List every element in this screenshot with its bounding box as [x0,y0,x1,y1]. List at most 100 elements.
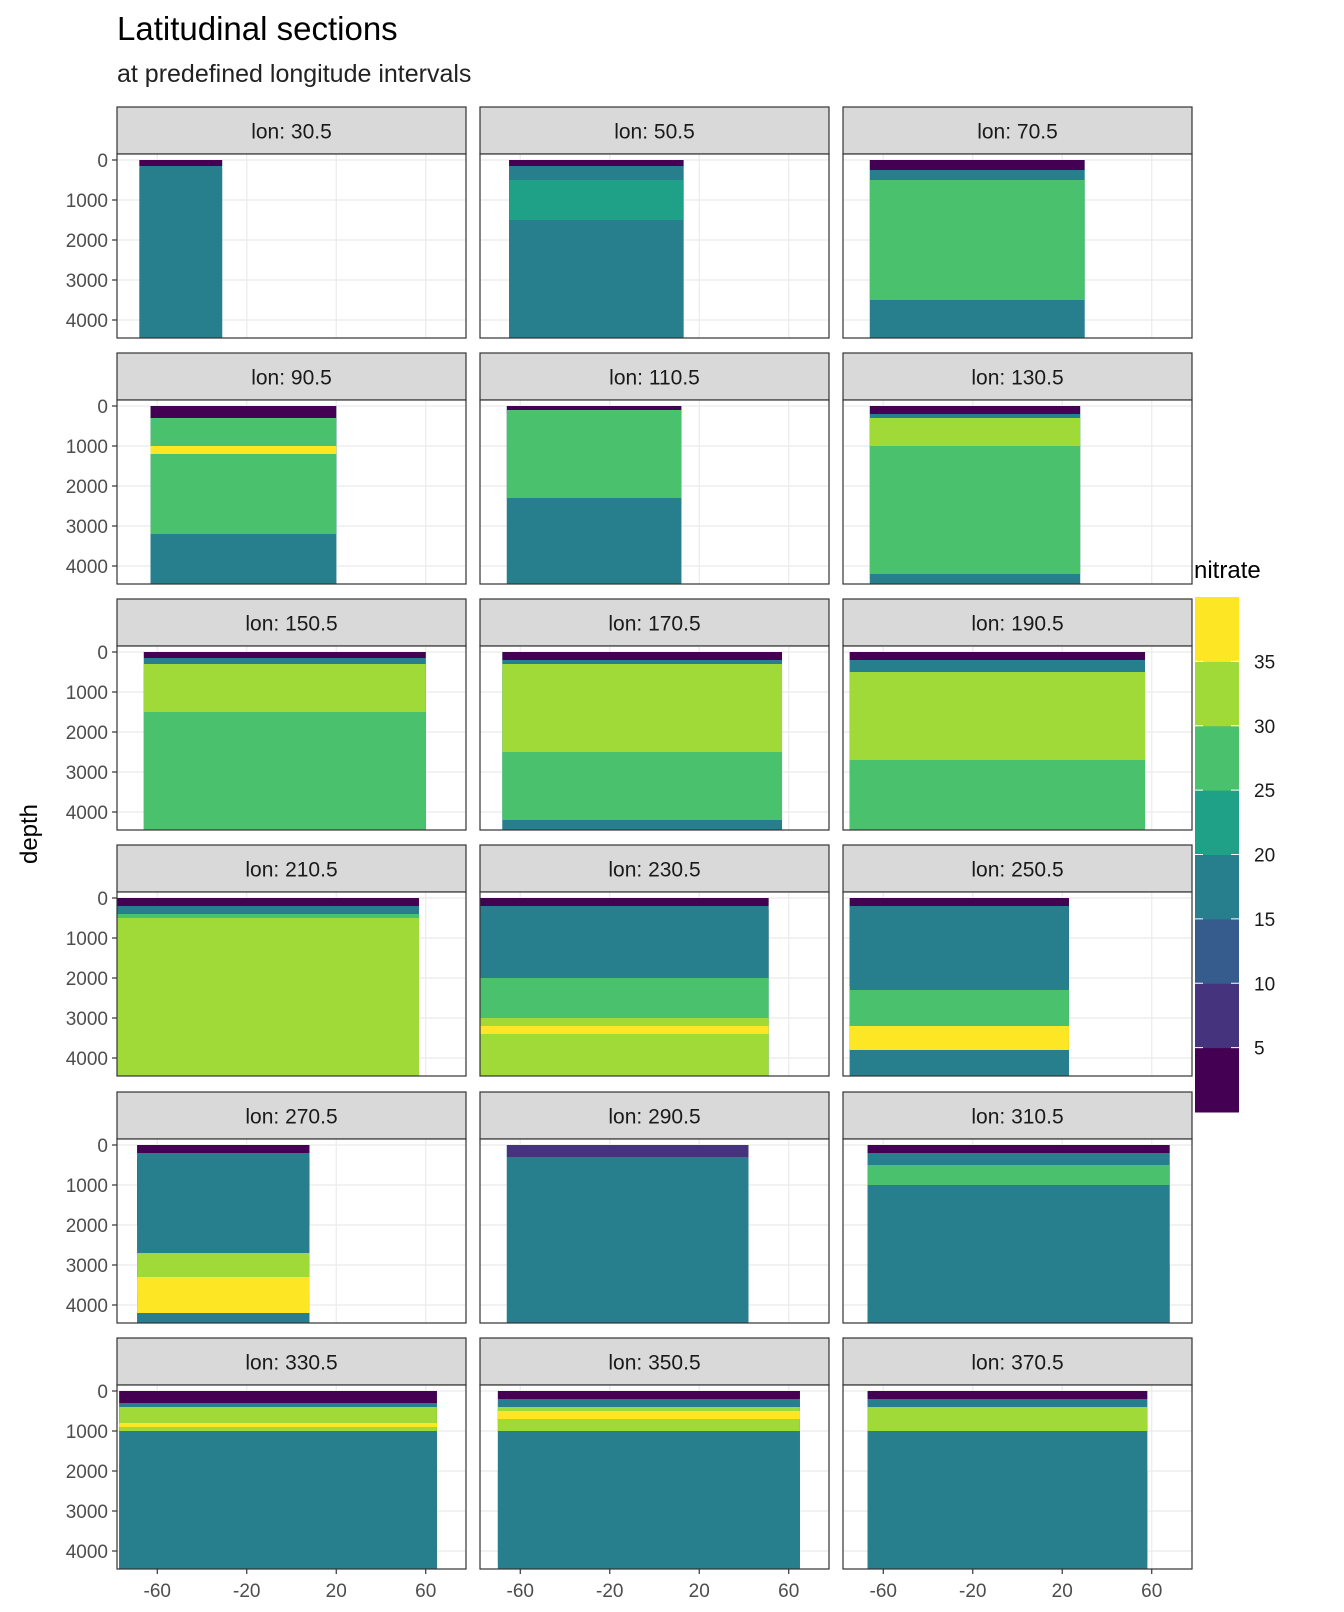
facet-strip [842,352,1193,401]
y-tick-label: 0 [97,889,108,910]
x-tick-label: -60 [144,1581,171,1602]
y-tick-label: 4000 [66,803,108,824]
facet-strip [479,352,830,401]
section-bands [119,1391,437,1569]
y-tick-label: 2000 [66,723,108,744]
chart-subtitle: at predefined longitude intervals [117,60,472,88]
y-tick-label: 2000 [66,477,108,498]
facet-label: lon: 250.5 [971,859,1063,882]
y-tick-label: 4000 [66,1542,108,1563]
facet-strip [479,1091,830,1140]
facet-panel-290-5: lon: 290.5 [479,1091,830,1324]
y-tick-label: 4000 [66,1049,108,1070]
nitrate-band [867,1471,1148,1563]
section-bands [506,1145,749,1323]
facet-panel-130-5: lon: 130.5 [842,352,1193,585]
facet-label: lon: 210.5 [245,859,337,882]
section-bands [849,652,1146,830]
facet-panel-230-5: lon: 230.5 [479,844,830,1077]
nitrate-band [150,446,337,454]
facet-label: lon: 130.5 [971,367,1063,390]
legend-label: 5 [1254,1039,1265,1060]
facet-strip [116,1091,467,1140]
y-tick-label: 2000 [66,1462,108,1483]
nitrate-band [139,160,223,166]
panel-border [116,399,467,585]
section-bands [143,652,426,830]
facet-panel-30-5: lon: 30.5 0 1000 2000 3000 4000 [66,106,467,339]
facet-panel-90-5: lon: 90.5 0 1000 2000 3000 4000 [66,352,467,585]
x-tick-label: -20 [959,1581,986,1602]
y-tick-label: 3000 [66,517,108,538]
panel-border [842,1384,1193,1570]
nitrate-band [143,652,426,658]
facet-label: lon: 150.5 [245,613,337,636]
nitrate-band [119,1391,437,1403]
nitrate-band [139,168,223,338]
section-bands [867,1391,1148,1569]
facet-panel-190-5: lon: 190.5 [842,598,1193,831]
nitrate-band [867,1391,1148,1399]
panel-border [479,645,830,831]
facet-strip [116,598,467,647]
section-bands [502,652,783,830]
facet-label: lon: 50.5 [614,121,695,144]
facet-label: lon: 370.5 [971,1352,1063,1375]
y-axis-title: depth [16,804,43,864]
chart-title: Latitudinal sections [117,10,398,47]
y-tick-label: 2000 [66,1216,108,1237]
facet-label: lon: 230.5 [608,859,700,882]
section-bands [497,1391,800,1569]
panel-border [479,1384,830,1570]
section-bands [867,1145,1170,1323]
x-tick-label: -20 [596,1581,623,1602]
nitrate-band [867,1265,1170,1323]
legend-label: 15 [1254,910,1275,931]
nitrate-band [119,1407,437,1431]
panel-border [479,399,830,585]
x-tick-label: 60 [778,1581,799,1602]
legend-label: 35 [1254,652,1275,673]
panel-border [116,1384,467,1570]
y-tick-label: 4000 [66,1296,108,1317]
x-tick-label: 20 [326,1581,347,1602]
section-bands [150,406,337,584]
nitrate-band [869,160,1085,170]
y-tick-label: 4000 [66,557,108,578]
y-tick-label: 1000 [66,1422,108,1443]
panel-border [116,153,467,339]
y-tick-label: 1000 [66,191,108,212]
x-tick-label: -20 [233,1581,260,1602]
section-bands [139,160,223,338]
y-tick-label: 1000 [66,929,108,950]
section-bands [869,406,1081,584]
x-tick-label: 20 [689,1581,710,1602]
panel-border [842,399,1193,585]
facet-panel-330-5: lon: 330.5 0 1000 2000 3000 4000 -60 -20 20 60 [66,1337,467,1602]
y-tick-label: 0 [97,397,108,418]
nitrate-band [506,1145,749,1157]
nitrate-band [506,1157,749,1217]
y-tick-label: 2000 [66,969,108,990]
panel-border [842,1138,1193,1324]
nitrate-band [869,180,1085,300]
facet-strip [116,844,467,893]
legend-swatch [1195,597,1239,662]
panel-border [479,1138,830,1324]
legend-swatch [1195,661,1239,727]
legend-swatch [1195,918,1239,984]
nitrate-band [117,918,420,1076]
nitrate-band [480,898,769,906]
facet-label: lon: 270.5 [245,1106,337,1129]
legend: nitrate 5 10 15 20 25 30 35 [1194,557,1275,1113]
facet-panel-170-5: lon: 170.5 [479,598,830,831]
panel-border [116,1138,467,1324]
nitrate-band [509,160,684,166]
nitrate-band [119,1423,437,1427]
facet-label: lon: 110.5 [609,367,700,390]
facet-strip [842,106,1193,155]
facet-label: lon: 350.5 [608,1352,700,1375]
facet-panel-350-5: lon: 350.5 -60 -20 20 60 [479,1337,830,1602]
nitrate-band [509,180,684,220]
nitrate-band [869,418,1081,446]
